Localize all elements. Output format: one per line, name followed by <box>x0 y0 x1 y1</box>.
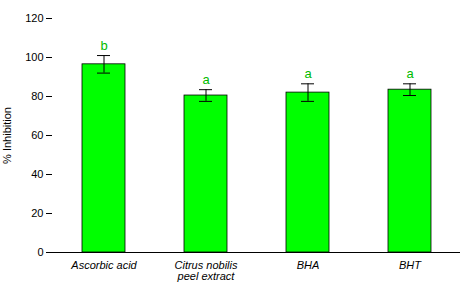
svg-text:a: a <box>304 66 312 81</box>
svg-text:b: b <box>100 38 107 53</box>
svg-text:BHT: BHT <box>399 259 422 271</box>
svg-text:40: 40 <box>31 168 43 180</box>
svg-text:80: 80 <box>31 90 43 102</box>
svg-text:Citrus nobilispeel extract: Citrus nobilispeel extract <box>175 259 238 282</box>
svg-text:a: a <box>406 66 414 81</box>
svg-text:60: 60 <box>31 129 43 141</box>
svg-text:Ascorbic acid: Ascorbic acid <box>70 259 137 271</box>
svg-text:100: 100 <box>25 51 43 63</box>
svg-text:BHA: BHA <box>297 259 320 271</box>
svg-text:120: 120 <box>25 12 43 24</box>
svg-text:0: 0 <box>37 246 43 258</box>
svg-text:20: 20 <box>31 207 43 219</box>
svg-text:a: a <box>202 72 210 87</box>
svg-text:% Inhibition: % Inhibition <box>1 107 13 164</box>
